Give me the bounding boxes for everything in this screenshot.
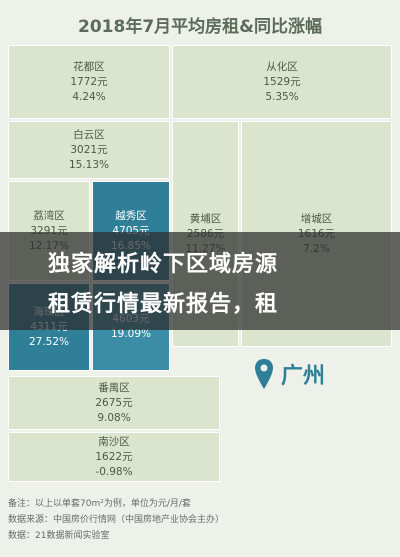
district-tile: 南沙区 1622元 -0.98%	[8, 432, 220, 482]
district-change: 9.08%	[97, 411, 131, 424]
district-name: 白云区	[73, 128, 105, 141]
district-name: 荔湾区	[33, 209, 65, 222]
district-change: 4.24%	[72, 90, 106, 103]
overlay-banner: 独家解析岭下区域房源 租赁行情最新报告，租	[0, 232, 400, 330]
district-tile: 从化区 1529元 5.35%	[172, 45, 392, 119]
overlay-text: 租赁行情最新报告，租	[48, 292, 279, 317]
district-change: 5.35%	[265, 90, 299, 103]
district-change: 19.09%	[110, 328, 152, 340]
district-name: 花都区	[73, 60, 105, 73]
district-change: -0.98%	[95, 465, 133, 478]
overlay-text: 独家解析岭下区域房源	[48, 252, 279, 277]
district-rent: 3021元	[70, 143, 108, 156]
district-rent: 2675元	[95, 396, 133, 409]
title: 2018年7月平均房租&同比涨幅	[78, 17, 322, 37]
note: 备注：以上以单套70m²为例，单位为元/月/套	[8, 499, 191, 509]
pin-icon	[255, 359, 273, 389]
district-rent: 1529元	[263, 75, 301, 88]
city-label: 广州	[255, 358, 325, 390]
district-tile: 白云区 3021元 15.13%	[8, 121, 170, 179]
district-tile: 花都区 1772元 4.24%	[8, 45, 170, 119]
district-rent: 1772元	[70, 75, 108, 88]
note: 数据来源：中国房价行情网（中国房地产业协会主办）	[8, 515, 225, 525]
note: 数据：21数据新闻实验室	[8, 531, 110, 541]
district-rent: 1622元	[95, 450, 133, 463]
district-tile: 番禺区 2675元 9.08%	[8, 376, 220, 430]
district-name: 增城区	[300, 212, 333, 225]
district-name: 从化区	[266, 60, 298, 73]
district-change: 15.13%	[68, 158, 110, 171]
district-name: 越秀区	[115, 209, 147, 222]
district-name: 南沙区	[98, 435, 130, 448]
district-name: 番禺区	[98, 381, 130, 394]
city-name: 广州	[281, 364, 326, 389]
district-change: 27.52%	[28, 335, 70, 348]
district-name: 黄埔区	[189, 212, 222, 225]
